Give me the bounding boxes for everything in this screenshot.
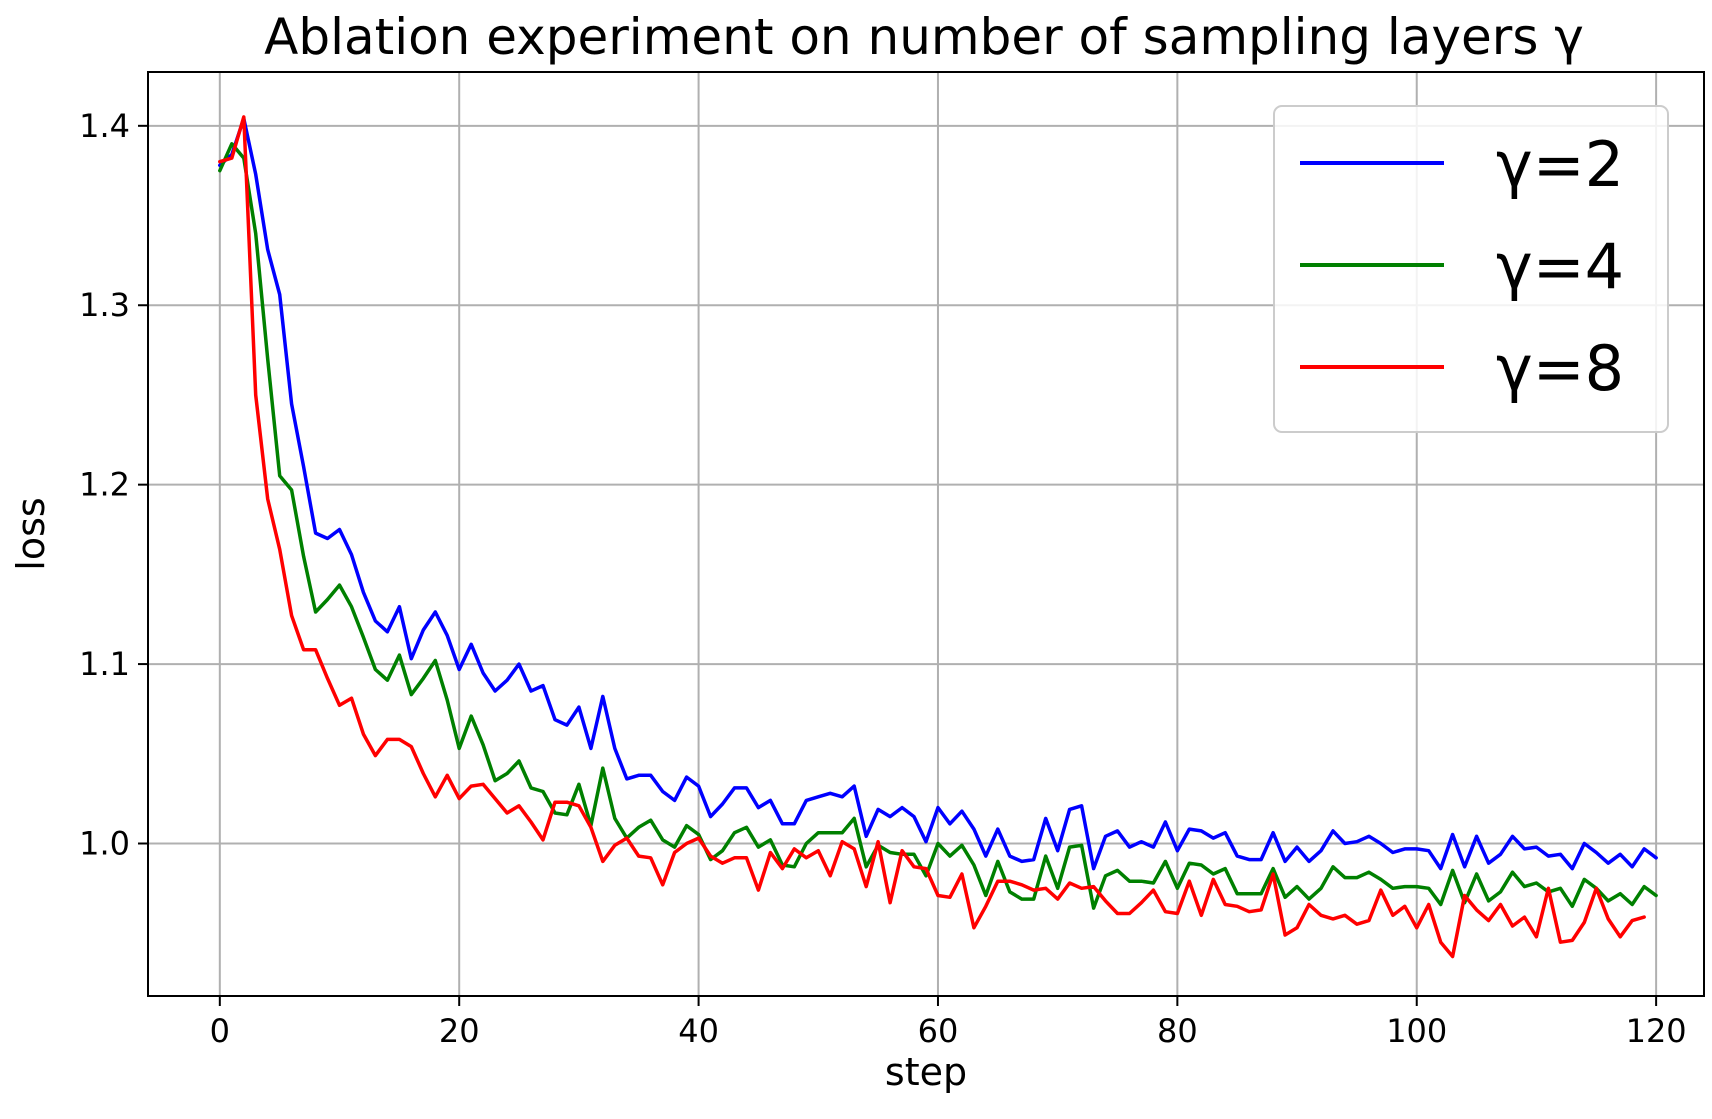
series-line-3 [218, 115, 1646, 959]
y-tick-label: 1.2 [79, 466, 130, 504]
x-axis-title: step [885, 1050, 967, 1094]
y-tick-label: 1.3 [79, 286, 130, 324]
legend-label-gamma-8: γ=8 [1496, 332, 1624, 405]
y-tick-label: 1.4 [79, 107, 130, 145]
x-tick-label: 100 [1386, 1012, 1447, 1050]
y-tick-label: 1.1 [79, 645, 130, 683]
legend-label-gamma-4: γ=4 [1496, 230, 1624, 303]
y-axis-title: loss [9, 497, 53, 570]
chart-title: Ablation experiment on number of samplin… [264, 8, 1584, 66]
plot-area-frame [147, 71, 1705, 997]
legend: γ=2 γ=4 γ=8 [1273, 105, 1669, 433]
series-line-2 [218, 142, 1658, 910]
x-tick-label: 60 [918, 1012, 959, 1050]
x-tick-label: 80 [1157, 1012, 1198, 1050]
legend-box [1273, 105, 1669, 433]
y-tick-label: 1.0 [79, 824, 130, 862]
legend-label-gamma-2: γ=2 [1496, 128, 1624, 201]
y-axis-ticks: 1.0 1.1 1.2 1.3 1.4 [79, 107, 148, 862]
x-tick-label: 120 [1626, 1012, 1687, 1050]
x-tick-label: 20 [439, 1012, 480, 1050]
series-layer [218, 115, 1658, 959]
series-line-1 [218, 116, 1658, 871]
x-tick-label: 40 [678, 1012, 719, 1050]
x-tick-label: 0 [210, 1012, 230, 1050]
x-axis-ticks: 0 20 40 60 80 100 120 [210, 996, 1687, 1050]
